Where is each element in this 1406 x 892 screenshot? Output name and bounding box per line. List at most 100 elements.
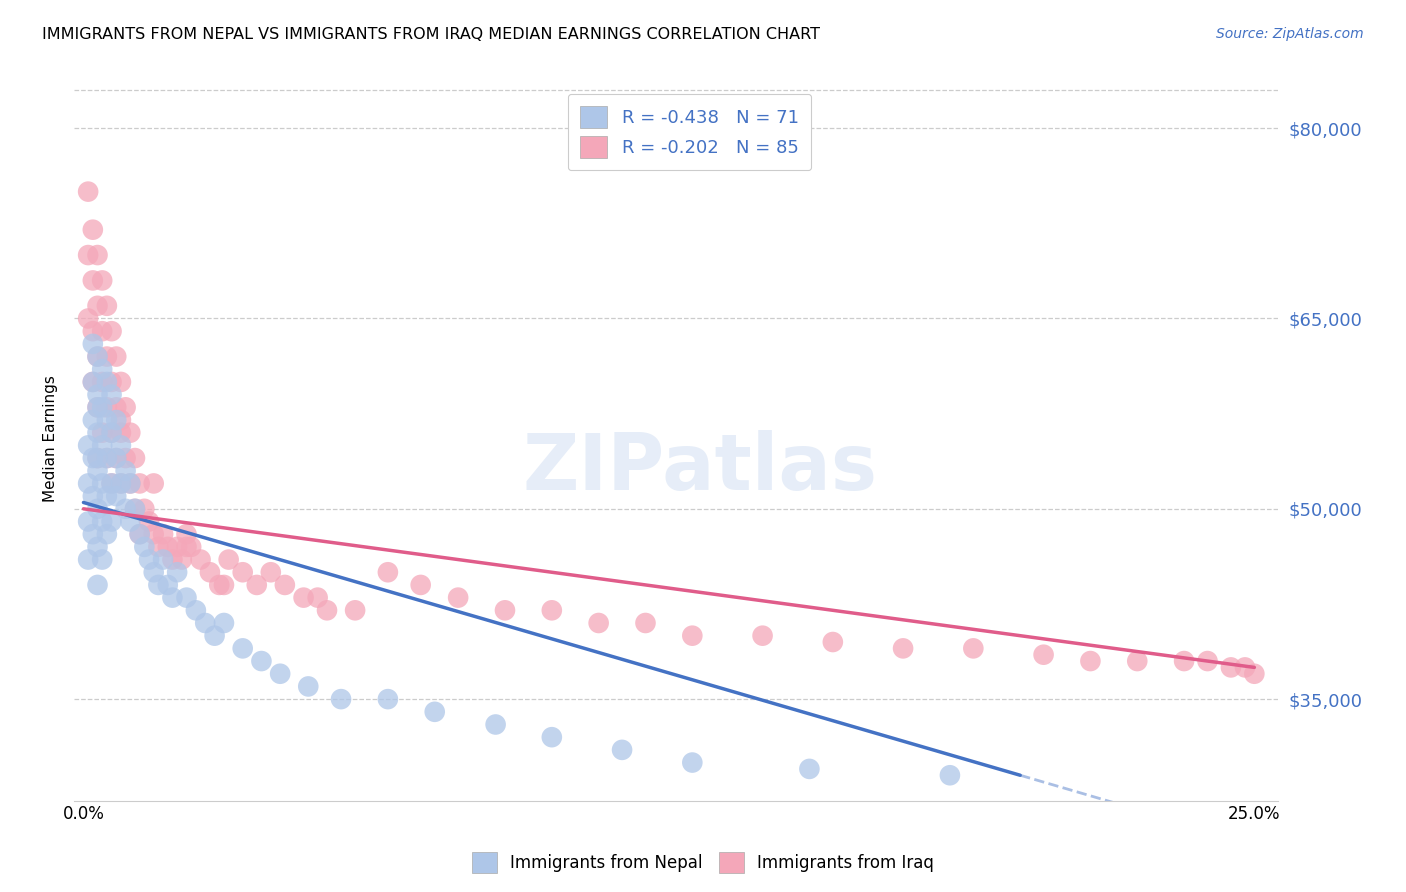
Point <box>377 566 399 580</box>
Point <box>494 603 516 617</box>
Point <box>96 350 118 364</box>
Point <box>134 540 156 554</box>
Point <box>634 615 657 630</box>
Point <box>100 515 122 529</box>
Point <box>162 591 184 605</box>
Point <box>232 641 254 656</box>
Point <box>152 527 174 541</box>
Point <box>77 438 100 452</box>
Point <box>86 451 108 466</box>
Point <box>91 476 114 491</box>
Point <box>86 501 108 516</box>
Point <box>86 248 108 262</box>
Point <box>86 401 108 415</box>
Point <box>162 552 184 566</box>
Point <box>96 375 118 389</box>
Point <box>91 401 114 415</box>
Point <box>1233 660 1256 674</box>
Point <box>120 515 142 529</box>
Point <box>588 615 610 630</box>
Point <box>1197 654 1219 668</box>
Point <box>96 299 118 313</box>
Point <box>204 629 226 643</box>
Point <box>110 476 132 491</box>
Point <box>1032 648 1054 662</box>
Point <box>250 654 273 668</box>
Point <box>114 451 136 466</box>
Point <box>176 540 198 554</box>
Point <box>96 527 118 541</box>
Point <box>82 273 104 287</box>
Point <box>274 578 297 592</box>
Point <box>86 451 108 466</box>
Point <box>77 515 100 529</box>
Point <box>170 552 193 566</box>
Point <box>799 762 821 776</box>
Point <box>134 501 156 516</box>
Point <box>292 591 315 605</box>
Point <box>105 451 128 466</box>
Text: IMMIGRANTS FROM NEPAL VS IMMIGRANTS FROM IRAQ MEDIAN EARNINGS CORRELATION CHART: IMMIGRANTS FROM NEPAL VS IMMIGRANTS FROM… <box>42 27 820 42</box>
Point <box>82 324 104 338</box>
Point <box>96 413 118 427</box>
Point <box>82 222 104 236</box>
Point <box>681 629 703 643</box>
Point <box>939 768 962 782</box>
Point <box>100 324 122 338</box>
Point <box>540 603 562 617</box>
Point <box>138 515 160 529</box>
Point <box>269 666 291 681</box>
Point <box>86 299 108 313</box>
Point <box>166 540 188 554</box>
Point <box>82 375 104 389</box>
Point <box>91 438 114 452</box>
Point <box>100 425 122 440</box>
Point <box>110 413 132 427</box>
Point <box>100 425 122 440</box>
Point <box>1219 660 1241 674</box>
Point <box>96 451 118 466</box>
Point <box>128 527 150 541</box>
Point <box>142 476 165 491</box>
Point <box>110 476 132 491</box>
Point <box>120 425 142 440</box>
Point <box>124 501 146 516</box>
Point <box>100 476 122 491</box>
Point <box>86 540 108 554</box>
Point <box>82 451 104 466</box>
Point <box>124 451 146 466</box>
Y-axis label: Median Earnings: Median Earnings <box>44 376 58 502</box>
Point <box>409 578 432 592</box>
Point <box>540 730 562 744</box>
Legend: Immigrants from Nepal, Immigrants from Iraq: Immigrants from Nepal, Immigrants from I… <box>465 846 941 880</box>
Point <box>120 476 142 491</box>
Point <box>105 451 128 466</box>
Point <box>260 566 283 580</box>
Point <box>96 451 118 466</box>
Point <box>100 476 122 491</box>
Point <box>212 615 235 630</box>
Legend: R = -0.438   N = 71, R = -0.202   N = 85: R = -0.438 N = 71, R = -0.202 N = 85 <box>568 94 811 170</box>
Point <box>86 464 108 478</box>
Point <box>86 425 108 440</box>
Point <box>156 578 179 592</box>
Point <box>105 350 128 364</box>
Point <box>110 438 132 452</box>
Point <box>91 552 114 566</box>
Point <box>176 591 198 605</box>
Point <box>105 489 128 503</box>
Point <box>120 476 142 491</box>
Point <box>212 578 235 592</box>
Point <box>681 756 703 770</box>
Point <box>148 540 170 554</box>
Point <box>962 641 984 656</box>
Point <box>82 337 104 351</box>
Point <box>110 375 132 389</box>
Point <box>447 591 470 605</box>
Point <box>1173 654 1195 668</box>
Point <box>114 401 136 415</box>
Point <box>77 476 100 491</box>
Point <box>423 705 446 719</box>
Point <box>82 489 104 503</box>
Point <box>110 425 132 440</box>
